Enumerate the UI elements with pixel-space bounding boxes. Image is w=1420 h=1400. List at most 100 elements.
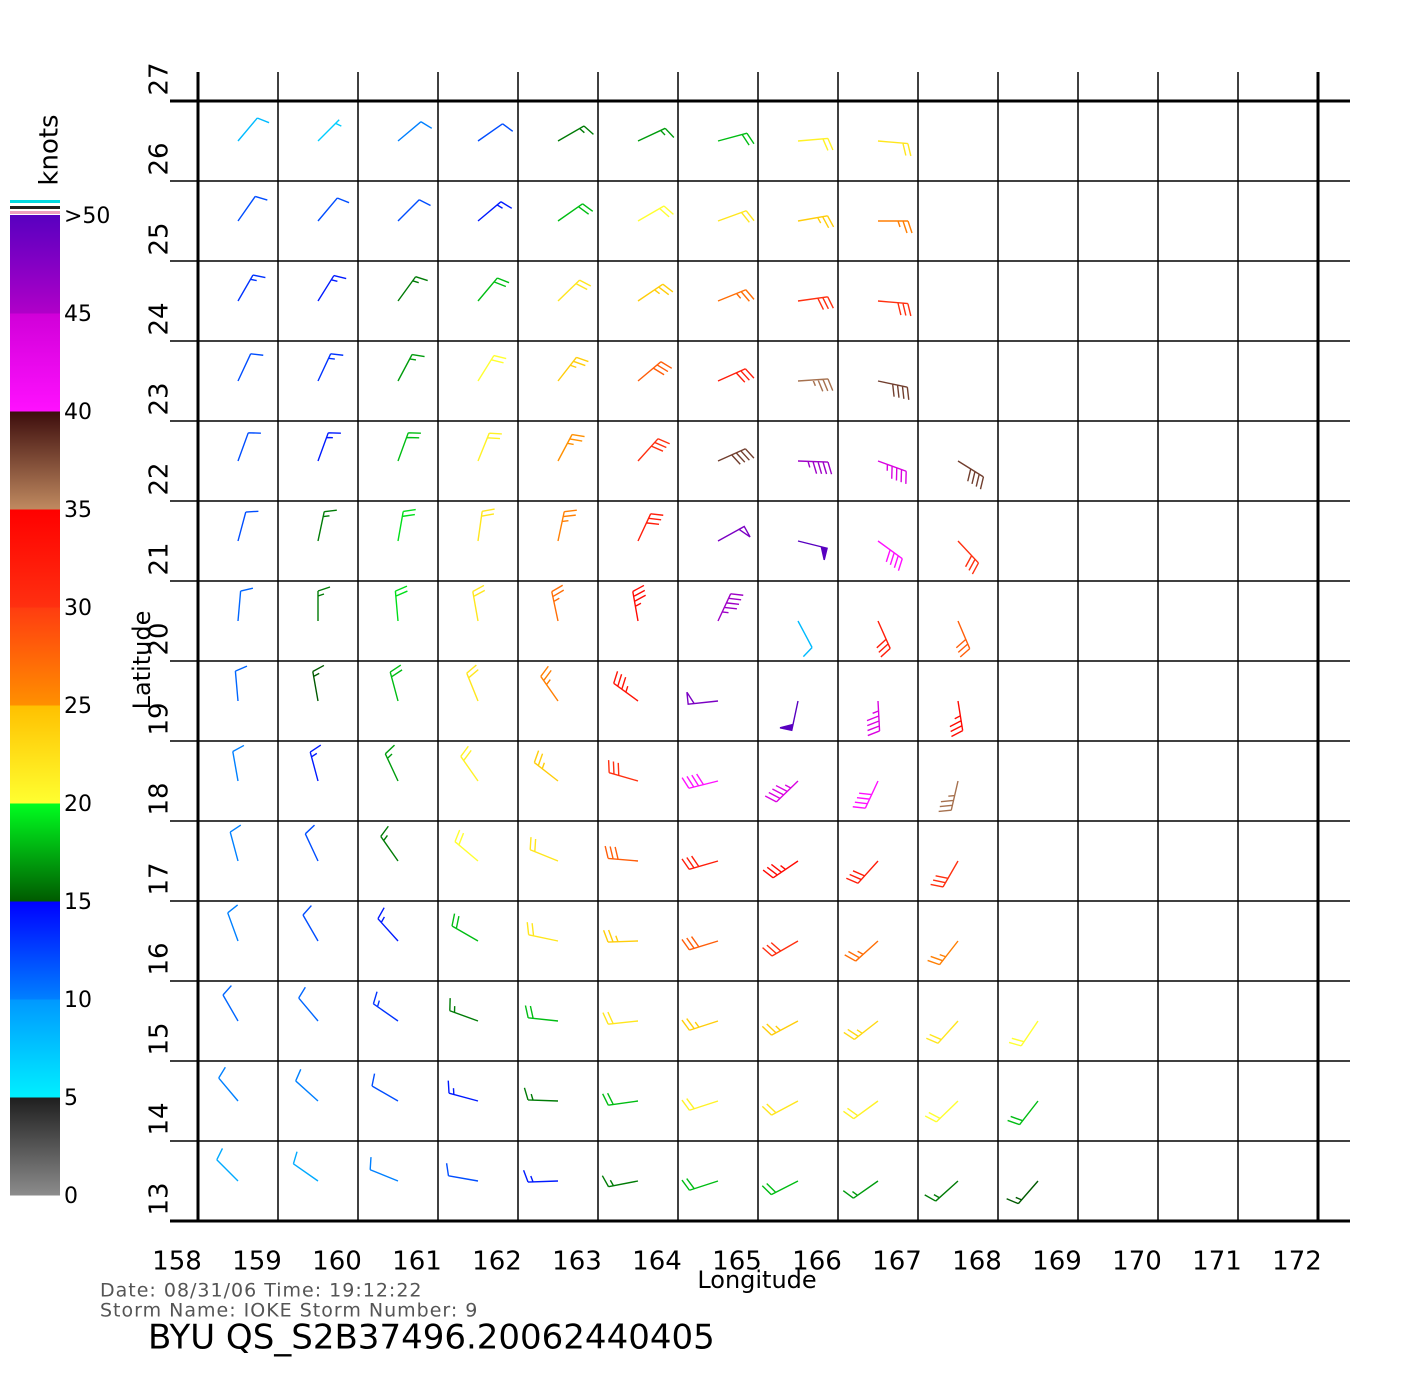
wind-barb <box>717 132 755 146</box>
y-tick-label: 20 <box>145 622 175 655</box>
wind-barb <box>601 1175 639 1188</box>
colorbar-label: 45 <box>64 302 92 327</box>
footer-storm: Storm Name: IOKE Storm Number: 9 <box>100 1300 478 1322</box>
wind-barb <box>317 509 337 542</box>
colorbar-band <box>10 999 60 1098</box>
wind-barb <box>377 907 399 942</box>
x-axis-label: Longitude <box>697 1266 816 1294</box>
wind-barb <box>557 433 585 462</box>
y-tick-label: 25 <box>145 222 175 255</box>
wind-barb <box>877 300 912 317</box>
wind-barb <box>397 432 421 462</box>
wind-barb <box>843 1100 879 1120</box>
wind-barb <box>844 940 879 962</box>
x-tick-label: 169 <box>1032 1247 1082 1277</box>
wind-barb <box>371 1073 399 1102</box>
wind-barb <box>477 354 507 382</box>
colorbar-label: 25 <box>64 694 92 719</box>
y-tick-label: 16 <box>145 942 175 975</box>
wind-barb <box>522 1169 559 1183</box>
wind-barb <box>681 855 719 870</box>
colorbar-label: 10 <box>64 988 92 1013</box>
x-tick-label: 172 <box>1272 1247 1322 1277</box>
wind-barb <box>797 540 828 561</box>
wind-barb <box>298 986 319 1022</box>
wind-barb <box>302 905 319 942</box>
wind-barb <box>394 585 408 622</box>
wind-barb <box>604 845 639 862</box>
wind-barb <box>304 824 319 862</box>
colorbar-band <box>10 1097 60 1196</box>
wind-barb <box>229 824 242 862</box>
wind-barb <box>1007 1100 1039 1126</box>
wind-barb <box>237 587 254 622</box>
colorbar-label: 30 <box>64 596 92 621</box>
y-tick-label: 23 <box>145 382 175 415</box>
wind-barb <box>637 205 674 222</box>
wind-barb <box>613 671 639 702</box>
wind-barb <box>779 700 799 732</box>
wind-barb <box>686 691 719 705</box>
y-tick-label: 21 <box>145 542 175 575</box>
wind-barb <box>397 199 431 222</box>
wind-barb <box>477 277 510 302</box>
wind-barb <box>451 913 479 942</box>
wind-barb <box>533 750 559 782</box>
wind-barb <box>232 744 245 782</box>
wind-barb <box>607 760 639 782</box>
y-tick-label: 15 <box>145 1022 175 1055</box>
wind-barb <box>602 929 639 943</box>
colorbar-label: 15 <box>64 890 92 915</box>
wind-barb <box>877 540 903 571</box>
wind-barb <box>926 1020 959 1044</box>
wind-barb <box>866 700 881 737</box>
x-tick-label: 160 <box>312 1247 362 1277</box>
wind-barb <box>380 825 399 862</box>
wind-barb <box>878 220 913 234</box>
wind-barb <box>234 665 248 702</box>
wind-barb <box>762 860 799 879</box>
wind-barb <box>681 936 719 951</box>
wind-barb <box>681 1178 719 1191</box>
wind-barb <box>477 201 513 222</box>
x-tick-label: 163 <box>552 1247 602 1277</box>
wind-barb <box>397 508 416 542</box>
colorbar-label: 35 <box>64 498 92 523</box>
footer-date: Date: 08/31/06 Time: 19:12:22 <box>100 1280 423 1302</box>
wind-barb <box>312 664 325 702</box>
wind-barb <box>526 922 559 942</box>
wind-barb <box>637 127 675 142</box>
wind-barb <box>637 513 664 542</box>
y-tick-label: 27 <box>145 62 175 95</box>
wind-barb <box>930 860 959 888</box>
wind-barb <box>466 664 479 702</box>
wind-barb <box>397 121 433 142</box>
colorbar-band <box>10 313 60 412</box>
y-tick-label: 26 <box>145 142 175 175</box>
y-tick-label: 17 <box>145 862 175 895</box>
wind-barb <box>292 1151 319 1182</box>
wind-barb <box>717 368 755 383</box>
wind-barb <box>957 540 980 575</box>
wind-barb <box>524 1005 559 1022</box>
wind-barb <box>317 353 344 382</box>
colorbar-label: 5 <box>64 1086 78 1111</box>
wind-barb <box>797 378 834 392</box>
wind-barb <box>477 508 495 542</box>
wind-barb <box>717 289 755 302</box>
wind-barb <box>877 140 912 157</box>
wind-barb <box>637 283 674 302</box>
wind-barb <box>557 125 594 142</box>
wind-barb <box>761 1020 799 1036</box>
wind-barb <box>557 203 594 222</box>
x-tick-label: 167 <box>872 1247 922 1277</box>
x-tick-label: 162 <box>472 1247 522 1277</box>
wind-barb <box>1006 1180 1039 1205</box>
colorbar-band <box>10 215 60 314</box>
wind-barb <box>717 525 751 542</box>
footer-title: BYU QS_S2B37496.20062440405 <box>148 1318 715 1358</box>
wind-barb <box>949 700 964 738</box>
wind-barb <box>557 509 577 542</box>
wind-barb <box>877 460 907 484</box>
wind-barb <box>222 985 239 1022</box>
